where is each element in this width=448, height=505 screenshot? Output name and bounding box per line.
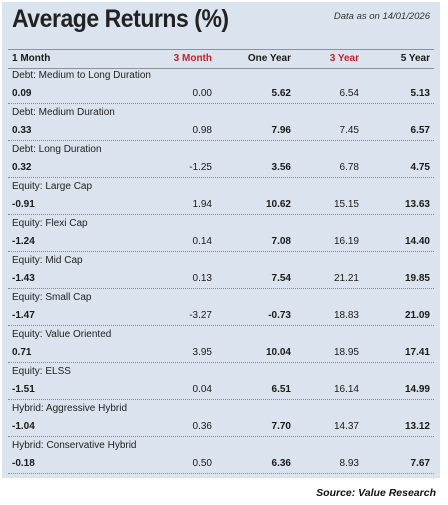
table-row: Hybrid: Aggressive Hybrid -1.04 0.36 7.7… (8, 400, 434, 437)
value-1-month: -1.43 (12, 273, 35, 284)
table-row: Equity: Mid Cap -1.43 0.13 7.54 21.21 19… (8, 252, 434, 289)
table-row: Equity: Flexi Cap -1.24 0.14 7.08 16.19 … (8, 215, 434, 252)
value-5-year: 13.63 (404, 199, 430, 210)
table-row: Debt: Long Duration 0.32 -1.25 3.56 6.78… (8, 141, 434, 178)
source-note: Source: Value Research (316, 487, 436, 499)
value-3-month: -1.25 (189, 162, 212, 173)
value-1-month: -0.91 (12, 199, 35, 210)
table-row: Hybrid: Conservative Hybrid -0.18 0.50 6… (8, 437, 434, 474)
value-one-year: 7.54 (271, 273, 291, 284)
value-3-year: 16.19 (333, 236, 359, 247)
value-3-month: -3.27 (189, 310, 212, 321)
value-3-month: 1.94 (192, 199, 212, 210)
value-5-year: 19.85 (404, 273, 430, 284)
value-one-year: 6.36 (271, 458, 291, 469)
value-5-year: 6.57 (410, 125, 430, 136)
value-one-year: 7.96 (271, 125, 291, 136)
value-one-year: 6.51 (271, 384, 291, 395)
category-label: Equity: Small Cap (12, 292, 92, 303)
table-row: Equity: Large Cap -0.91 1.94 10.62 15.15… (8, 178, 434, 215)
value-3-year: 16.14 (333, 384, 359, 395)
category-label: Equity: Mid Cap (12, 255, 83, 266)
value-5-year: 5.13 (410, 88, 430, 99)
category-label: Equity: Flexi Cap (12, 218, 88, 229)
table-row: Equity: Small Cap -1.47 -3.27 -0.73 18.8… (8, 289, 434, 326)
as-of-date: Data as on 14/01/2026 (333, 11, 430, 22)
value-one-year: 7.70 (271, 421, 291, 432)
category-label: Equity: Value Oriented (12, 329, 112, 340)
page-title: Average Returns (%) (12, 5, 229, 33)
value-one-year: 10.62 (265, 199, 291, 210)
col-5-year: 5 Year (400, 53, 430, 64)
value-5-year: 17.41 (404, 347, 430, 358)
value-3-month: 0.13 (192, 273, 212, 284)
value-5-year: 7.67 (410, 458, 430, 469)
value-1-month: 0.32 (12, 162, 32, 173)
category-label: Equity: Large Cap (12, 181, 93, 192)
value-3-month: 0.14 (192, 236, 212, 247)
value-1-month: -1.47 (12, 310, 35, 321)
value-3-year: 6.54 (339, 88, 359, 99)
returns-panel: Average Returns (%) Data as on 14/01/202… (2, 2, 440, 478)
category-label: Debt: Long Duration (12, 144, 102, 155)
value-one-year: 3.56 (271, 162, 291, 173)
value-3-year: 8.93 (339, 458, 359, 469)
value-3-year: 14.37 (333, 421, 359, 432)
table-row: Equity: Value Oriented 0.71 3.95 10.04 1… (8, 326, 434, 363)
table-row: Debt: Medium Duration 0.33 0.98 7.96 7.4… (8, 104, 434, 141)
table-body: Debt: Medium to Long Duration 0.09 0.00 … (8, 67, 434, 474)
col-one-year: One Year (247, 53, 291, 64)
col-3-year: 3 Year (329, 53, 359, 64)
value-1-month: -1.04 (12, 421, 35, 432)
value-one-year: 10.04 (265, 347, 291, 358)
table-header: 1 Month 3 Month One Year 3 Year 5 Year (8, 49, 434, 69)
value-3-year: 18.95 (333, 347, 359, 358)
value-3-year: 7.45 (339, 125, 359, 136)
value-3-year: 6.78 (339, 162, 359, 173)
value-3-month: 3.95 (192, 347, 212, 358)
value-one-year: 5.62 (271, 88, 291, 99)
value-5-year: 4.75 (410, 162, 430, 173)
value-1-month: -1.51 (12, 384, 35, 395)
value-3-year: 15.15 (333, 199, 359, 210)
category-label: Hybrid: Aggressive Hybrid (12, 403, 128, 414)
value-1-month: -0.18 (12, 458, 35, 469)
value-one-year: -0.73 (268, 310, 291, 321)
value-3-year: 18.83 (333, 310, 359, 321)
value-3-month: 0.36 (192, 421, 212, 432)
category-label: Equity: ELSS (12, 366, 71, 377)
table-row: Debt: Medium to Long Duration 0.09 0.00 … (8, 67, 434, 104)
col-3-month: 3 Month (173, 53, 212, 64)
value-1-month: 0.09 (12, 88, 32, 99)
col-1-month: 1 Month (12, 53, 51, 64)
category-label: Debt: Medium Duration (12, 107, 115, 118)
value-5-year: 13.12 (404, 421, 430, 432)
table-row: Equity: ELSS -1.51 0.04 6.51 16.14 14.99 (8, 363, 434, 400)
value-one-year: 7.08 (271, 236, 291, 247)
value-5-year: 21.09 (404, 310, 430, 321)
value-3-month: 0.50 (192, 458, 212, 469)
value-1-month: -1.24 (12, 236, 35, 247)
value-3-year: 21.21 (333, 273, 359, 284)
value-5-year: 14.99 (404, 384, 430, 395)
value-1-month: 0.71 (12, 347, 32, 358)
value-3-month: 0.98 (192, 125, 212, 136)
value-3-month: 0.04 (192, 384, 212, 395)
value-3-month: 0.00 (192, 88, 212, 99)
value-1-month: 0.33 (12, 125, 32, 136)
category-label: Hybrid: Conservative Hybrid (12, 440, 137, 451)
value-5-year: 14.40 (404, 236, 430, 247)
category-label: Debt: Medium to Long Duration (12, 70, 151, 81)
